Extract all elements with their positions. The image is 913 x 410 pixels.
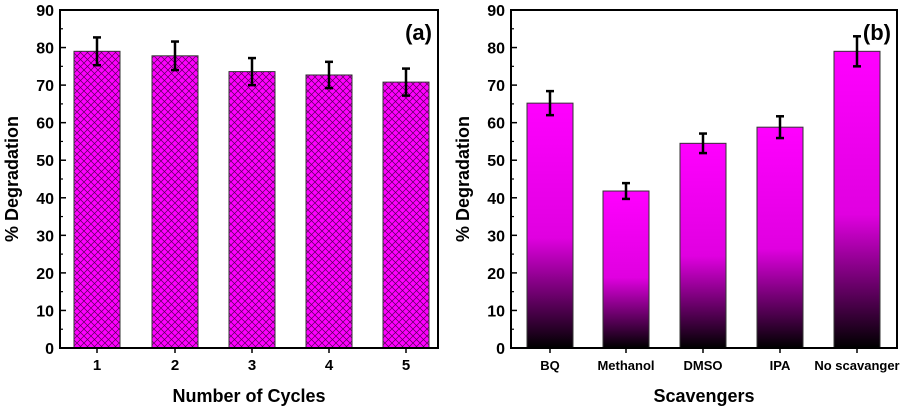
x-tick-label: 1 [93, 357, 101, 374]
panel-b: BQ Methanol DMSO IPA No scavanger 0 10 20 30 40 50… [453, 3, 900, 406]
x-tick-label: 2 [171, 357, 179, 374]
bar [526, 102, 574, 349]
bar [228, 71, 276, 349]
y-tick-label: 10 [36, 303, 54, 320]
panel-label: (b) [863, 20, 891, 45]
y-tick-label: 50 [36, 153, 54, 170]
y-tick-label: 30 [487, 228, 505, 245]
x-tick-label: BQ [540, 358, 560, 373]
x-axis-label: Number of Cycles [172, 386, 325, 406]
y-axis-label: % Degradation [453, 116, 473, 242]
y-tick-label: 60 [487, 116, 505, 133]
y-tick-label: 50 [487, 153, 505, 170]
panel-label: (a) [405, 20, 432, 45]
bar [602, 190, 650, 349]
y-tick-label: 60 [36, 116, 54, 133]
bar [756, 126, 804, 349]
y-tick-label: 30 [36, 228, 54, 245]
x-axis-label: Scavengers [653, 386, 754, 406]
y-tick-label: 0 [45, 341, 54, 358]
x-tick-label: IPA [770, 358, 791, 373]
x-tick-label: 5 [402, 357, 410, 374]
bar [833, 50, 881, 349]
y-tick-label: 90 [487, 3, 505, 20]
bar [305, 74, 353, 349]
y-tick-label: 80 [36, 41, 54, 58]
x-tick-label: DMSO [684, 358, 723, 373]
y-tick-label: 80 [487, 41, 505, 58]
bar [382, 81, 430, 349]
y-tick-label: 10 [487, 303, 505, 320]
x-tick-label: Methanol [597, 358, 654, 373]
y-axis-label: % Degradation [2, 116, 22, 242]
y-tick-label: 20 [487, 266, 505, 283]
y-tick-label: 90 [36, 3, 54, 20]
x-tick-label: No scavanger [814, 358, 899, 373]
bar [73, 50, 121, 349]
y-tick-label: 0 [496, 341, 505, 358]
x-tick-label: 3 [248, 357, 256, 374]
y-tick-label: 40 [36, 191, 54, 208]
bar [679, 142, 727, 349]
y-tick-label: 40 [487, 191, 505, 208]
x-tick-label: 4 [325, 357, 334, 374]
y-tick-label: 70 [36, 78, 54, 95]
bar [151, 55, 199, 349]
y-tick-label: 20 [36, 266, 54, 283]
y-tick-label: 70 [487, 78, 505, 95]
